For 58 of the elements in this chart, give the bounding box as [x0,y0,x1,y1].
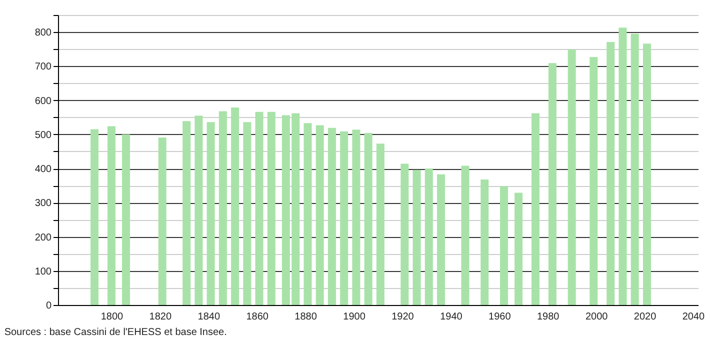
bar [376,144,384,305]
y-tick-label: 300 [34,198,52,210]
bar [158,137,166,305]
x-tick-label: 1960 [488,312,512,322]
bar [642,44,651,305]
x-tick-label: 1860 [246,312,269,322]
y-tick-label: 200 [34,232,52,244]
bar [231,107,240,305]
bar [412,170,421,305]
x-tick-label: 2020 [634,312,657,322]
bar [437,174,445,305]
bar [218,111,227,305]
source-note: Sources : base Cassini de l'EHESS et base Insee. [4,327,227,338]
bar [630,34,639,305]
bar [461,166,470,305]
y-tick-label: 400 [34,164,52,176]
bar [606,42,615,305]
bar [568,49,576,305]
x-tick-label: 1980 [536,312,560,322]
x-tick-label: 1940 [440,312,463,322]
bar [316,125,324,305]
bar [206,122,215,305]
x-tick-label: 2000 [585,312,608,322]
y-tick-label: 800 [34,28,52,39]
x-tick-label: 1800 [100,312,124,322]
y-tick-label: 500 [34,130,52,141]
y-tick-label: 700 [34,62,52,73]
bar [107,126,116,305]
bar [90,129,98,305]
bar [352,130,360,305]
bar [424,168,433,305]
x-tick-label: 1900 [343,312,366,322]
x-tick-label: 1820 [149,312,172,322]
bar [532,113,540,305]
bar [340,131,348,305]
x-tick-label: 1920 [392,312,414,322]
bar [618,28,627,305]
bar [514,192,523,305]
y-tick-label: 0 [46,300,52,312]
bar [255,112,264,305]
y-tick-label: 600 [34,96,52,107]
bar [364,133,372,305]
bar [182,121,191,305]
y-tick-label: 100 [34,266,52,278]
bar [548,63,556,305]
bar [267,112,276,305]
x-tick-label: 2040 [682,312,706,322]
x-tick-label: 1880 [294,312,318,322]
x-tick-label: 1840 [198,312,220,322]
bar [480,179,489,305]
bar [328,128,336,305]
bar [194,116,203,305]
bar [590,56,598,305]
bar [243,122,252,305]
bar [500,186,508,305]
bar [400,164,409,305]
bar [122,134,130,305]
bar [304,123,312,305]
